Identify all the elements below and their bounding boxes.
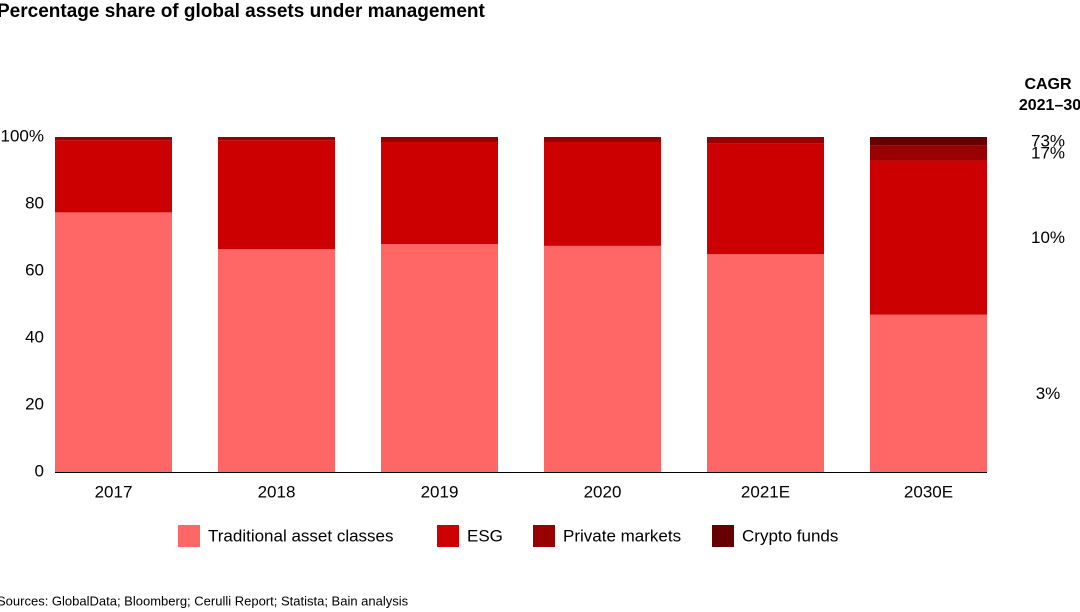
legend-swatch [437,525,459,547]
x-tick-label: 2021E [741,482,790,501]
bar-segment [381,142,498,245]
bar-segment [707,254,824,472]
legend-swatch [533,525,555,547]
bar-segment [544,245,661,472]
legend-label: Crypto funds [742,526,838,545]
x-tick-label: 2017 [95,482,133,501]
y-tick-label: 100% [1,126,44,145]
bar-segment [707,137,824,144]
bar-segment [870,137,987,146]
cagr-title: CAGR [1024,76,1072,93]
bar-segment [870,145,987,161]
x-tick-label: 2019 [421,482,459,501]
legend-label: Traditional asset classes [208,526,394,545]
legend-swatch [178,525,200,547]
bar-segment [870,160,987,315]
legend-label: ESG [467,526,503,545]
source-note: Sources: GlobalData; Bloomberg; Cerulli … [0,593,409,608]
y-tick-label: 20 [25,394,44,413]
y-tick-label: 80 [25,193,44,212]
cagr-label: 17% [1031,143,1065,162]
bar-segment [55,137,172,141]
cagr-label: 10% [1031,228,1065,247]
bar-segment [707,143,824,255]
legend-swatch [712,525,734,547]
bar-segment [218,249,335,472]
bar-segment [870,314,987,472]
cagr-label: 3% [1036,384,1061,403]
x-tick-label: 2020 [584,482,622,501]
y-tick-label: 60 [25,260,44,279]
x-tick-label: 2018 [258,482,296,501]
bar-segment [381,137,498,143]
bar-segment [55,212,172,472]
cagr-title: 2021–30 [1019,97,1080,114]
bar-segment [544,142,661,246]
y-tick-label: 40 [25,327,44,346]
legend-label: Private markets [563,526,681,545]
chart-title: Percentage share of global assets under … [0,1,486,22]
bar-segment [218,137,335,141]
cagr-label: 73% [1031,132,1065,151]
bar-segment [218,140,335,250]
y-tick-label: 0 [35,461,44,480]
bar-segment [55,140,172,213]
bar-segment [544,137,661,143]
x-tick-label: 2030E [904,482,953,501]
bar-segment [381,244,498,472]
